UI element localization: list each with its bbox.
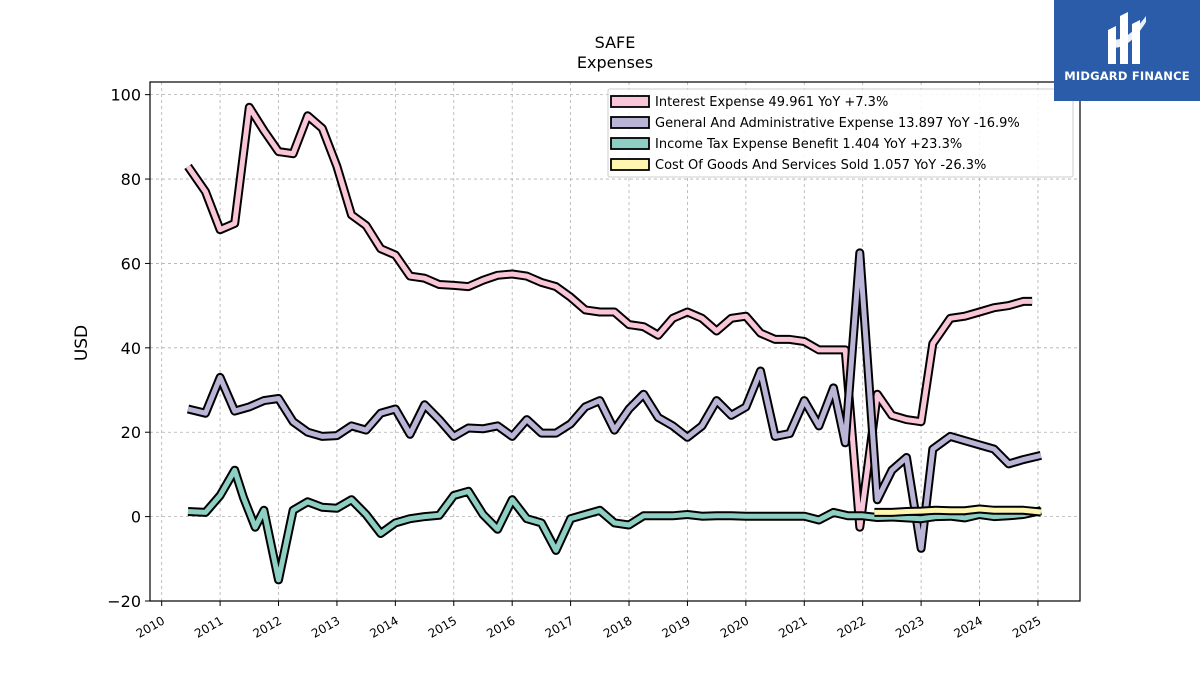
chart-subtitle: Expenses <box>577 53 653 72</box>
plot-frame <box>149 81 1081 602</box>
y-tick-label: 0 <box>131 508 141 527</box>
y-tick-label: 60 <box>121 254 141 273</box>
x-tick-label: 2022 <box>835 613 868 640</box>
x-tick-label: 2019 <box>659 613 692 640</box>
legend: Interest Expense 49.961 YoY +7.3% General… <box>607 88 1074 178</box>
x-tick-label: 2012 <box>251 613 284 640</box>
x-tick-label: 2024 <box>952 613 985 640</box>
legend-swatch <box>610 116 650 129</box>
y-tick-label: 20 <box>121 423 141 442</box>
series-line <box>185 104 1033 530</box>
legend-box <box>607 88 1074 178</box>
series-line <box>874 506 1042 515</box>
x-tick-label: 2013 <box>309 613 342 640</box>
x-tick-label: 2023 <box>893 613 926 640</box>
legend-label: Interest Expense 49.961 YoY +7.3% <box>655 95 888 110</box>
series-lines <box>184 102 1042 585</box>
midgard-logo-icon <box>1108 12 1146 64</box>
y-axis-label: USD <box>72 325 92 361</box>
x-tick-label: 2011 <box>192 613 225 640</box>
legend-swatch <box>610 137 650 150</box>
chart-title: SAFE <box>595 33 636 52</box>
x-tick-label: 2018 <box>601 613 634 640</box>
logo-text: MIDGARD FINANCE <box>1064 69 1190 83</box>
brand-logo: MIDGARD FINANCE <box>1054 0 1200 101</box>
y-tick-label: 40 <box>121 339 141 358</box>
series-line <box>187 467 1042 583</box>
x-tick-label: 2015 <box>426 613 459 640</box>
legend-swatch <box>610 95 650 108</box>
x-tick-label: 2016 <box>484 613 517 640</box>
y-tick-label: −20 <box>107 592 141 611</box>
x-tick-label: 2021 <box>776 613 809 640</box>
legend-swatch <box>610 158 650 171</box>
legend-label: General And Administrative Expense 13.89… <box>655 116 1020 131</box>
legend-label: Income Tax Expense Benefit 1.404 YoY +23… <box>655 137 962 152</box>
x-tick-label: 2017 <box>543 613 576 640</box>
x-tick-label: 2025 <box>1010 613 1043 640</box>
x-tick-label: 2014 <box>367 613 400 640</box>
legend-label: Cost Of Goods And Services Sold 1.057 Yo… <box>655 158 986 173</box>
x-tick-label: 2010 <box>134 613 167 640</box>
y-tick-label: 100 <box>110 86 141 105</box>
x-tick-label: 2020 <box>718 613 751 640</box>
series-line <box>187 250 1042 551</box>
y-tick-label: 80 <box>121 170 141 189</box>
